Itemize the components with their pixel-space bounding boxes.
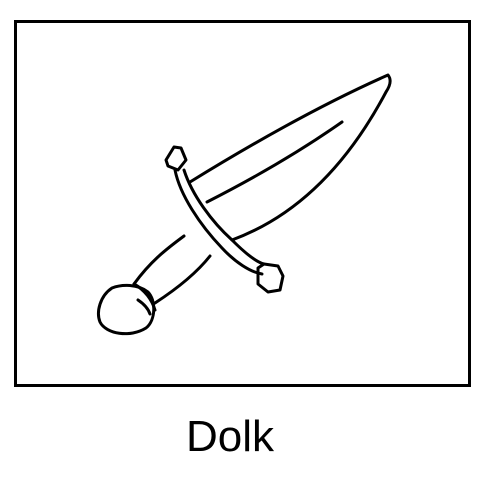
caption-label: Dolk [185,412,275,461]
pommel-collar [132,282,157,312]
picture-frame [14,20,471,387]
pommel-collar-2 [136,298,152,316]
grip-upper [132,234,186,286]
crossguard-top-cap [164,145,188,172]
crossguard-lower [182,168,266,266]
blade-outline [188,73,392,242]
blade-fuller [205,120,344,204]
crossguard-bottom-cap [256,262,285,294]
grip-lower [153,254,212,305]
crossguard [173,168,264,276]
